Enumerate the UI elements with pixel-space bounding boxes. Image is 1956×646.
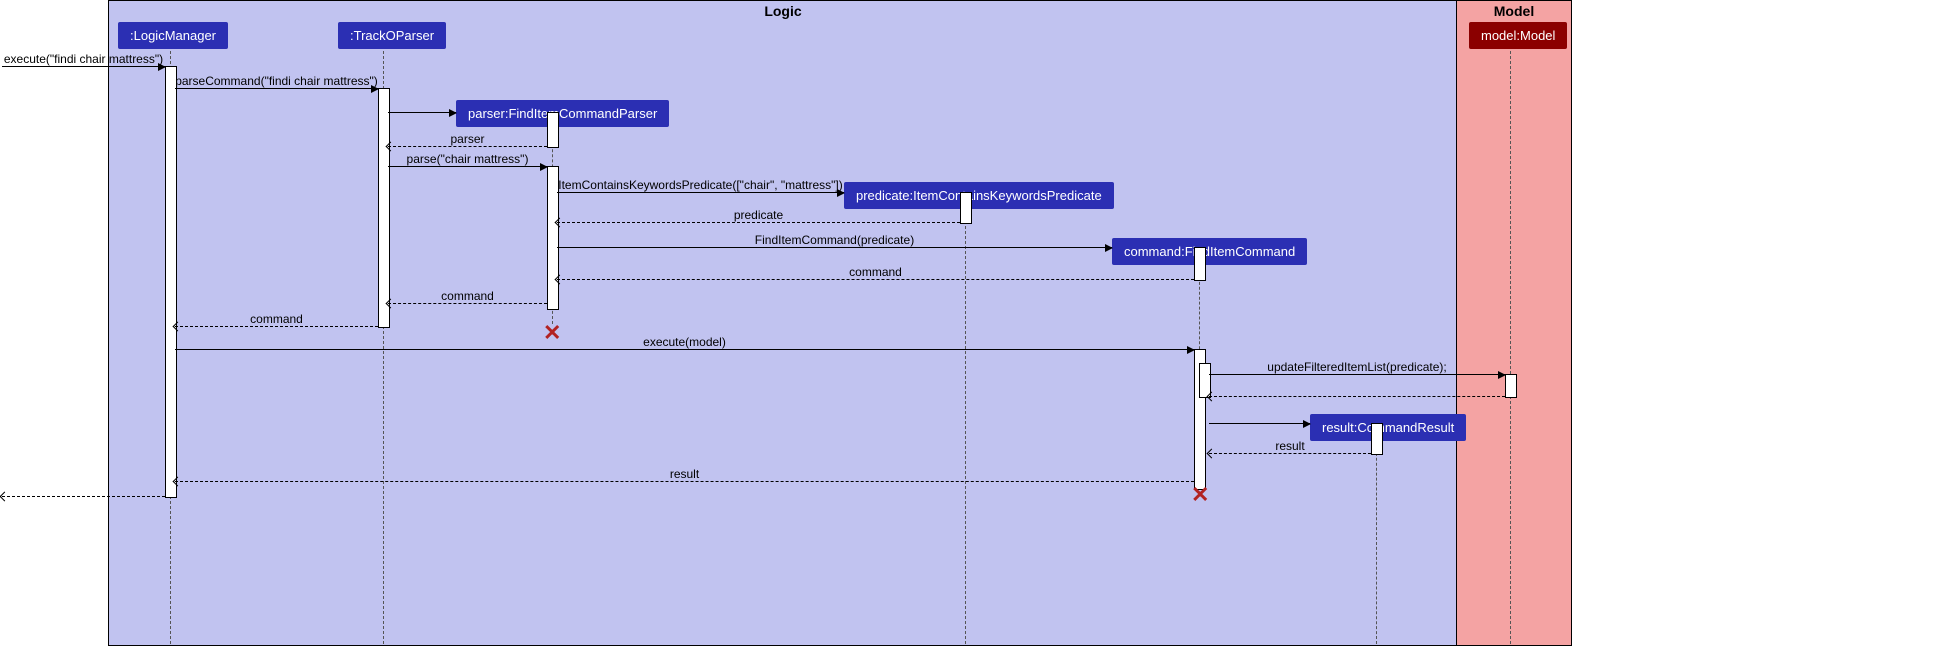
message-arrow — [175, 326, 378, 327]
message-arrow — [388, 166, 547, 167]
arrowhead-icon — [1303, 420, 1311, 428]
message-arrow — [175, 88, 378, 89]
message-label: predicate — [734, 208, 783, 222]
message-label: result — [1275, 439, 1304, 453]
message-label: execute("findi chair mattress") — [4, 52, 163, 66]
arrowhead-icon — [1498, 371, 1506, 379]
message-arrow — [388, 146, 547, 147]
message-label: result — [670, 467, 699, 481]
destroy-icon: ✕ — [1191, 482, 1209, 508]
message-label: parse("chair mattress") — [407, 152, 529, 166]
message-arrow — [388, 303, 547, 304]
arrowhead-icon — [540, 163, 548, 171]
message-arrow — [1209, 374, 1505, 375]
message-arrow — [175, 349, 1194, 350]
parser-participant: parser:FindItemCommandParser — [456, 100, 669, 127]
message-label: command — [250, 312, 303, 326]
result-lifeline — [1376, 438, 1377, 644]
activation — [547, 112, 559, 148]
command-participant: command:FindItemCommand — [1112, 238, 1307, 265]
message-label: command — [849, 265, 902, 279]
message-label: execute(model) — [643, 335, 726, 349]
message-arrow — [175, 481, 1194, 482]
message-arrow — [2, 496, 165, 497]
message-label: FindItemCommand(predicate) — [755, 233, 914, 247]
activation — [378, 88, 390, 328]
message-arrow — [557, 192, 844, 193]
message-arrow — [1209, 423, 1310, 424]
message-arrow — [388, 112, 456, 113]
message-arrow — [557, 222, 960, 223]
model-lifeline — [1510, 46, 1511, 644]
message-arrow — [1209, 453, 1371, 454]
arrowhead-icon — [449, 109, 457, 117]
message-label: parseCommand("findi chair mattress") — [175, 74, 378, 88]
arrowhead-icon — [1105, 244, 1113, 252]
predicate-lifeline — [965, 206, 966, 644]
logic-title: Logic — [764, 3, 801, 19]
trackoparser-participant: :TrackOParser — [338, 22, 446, 49]
activation — [960, 192, 972, 224]
model-participant: model:Model — [1469, 22, 1567, 49]
activation — [1194, 247, 1206, 281]
message-arrow — [2, 66, 165, 67]
message-label: updateFilteredItemList(predicate); — [1267, 360, 1446, 374]
arrowhead-icon — [0, 492, 9, 502]
message-label: command — [441, 289, 494, 303]
message-arrow — [557, 279, 1194, 280]
activation — [547, 166, 559, 310]
destroy-icon: ✕ — [543, 320, 561, 346]
activation — [165, 66, 177, 498]
message-arrow — [557, 247, 1112, 248]
arrowhead-icon — [1187, 346, 1195, 354]
message-arrow — [1209, 396, 1505, 397]
message-label: ItemContainsKeywordsPredicate(["chair", … — [558, 178, 842, 192]
activation — [1371, 423, 1383, 455]
result-participant: result:CommandResult — [1310, 414, 1466, 441]
activation — [1505, 374, 1517, 398]
message-label: parser — [450, 132, 484, 146]
model-title: Model — [1494, 3, 1534, 19]
logicmanager-participant: :LogicManager — [118, 22, 228, 49]
logic-region: Logic — [108, 0, 1458, 646]
model-region: Model — [1456, 0, 1572, 646]
predicate-participant: predicate:ItemContainsKeywordsPredicate — [844, 182, 1114, 209]
